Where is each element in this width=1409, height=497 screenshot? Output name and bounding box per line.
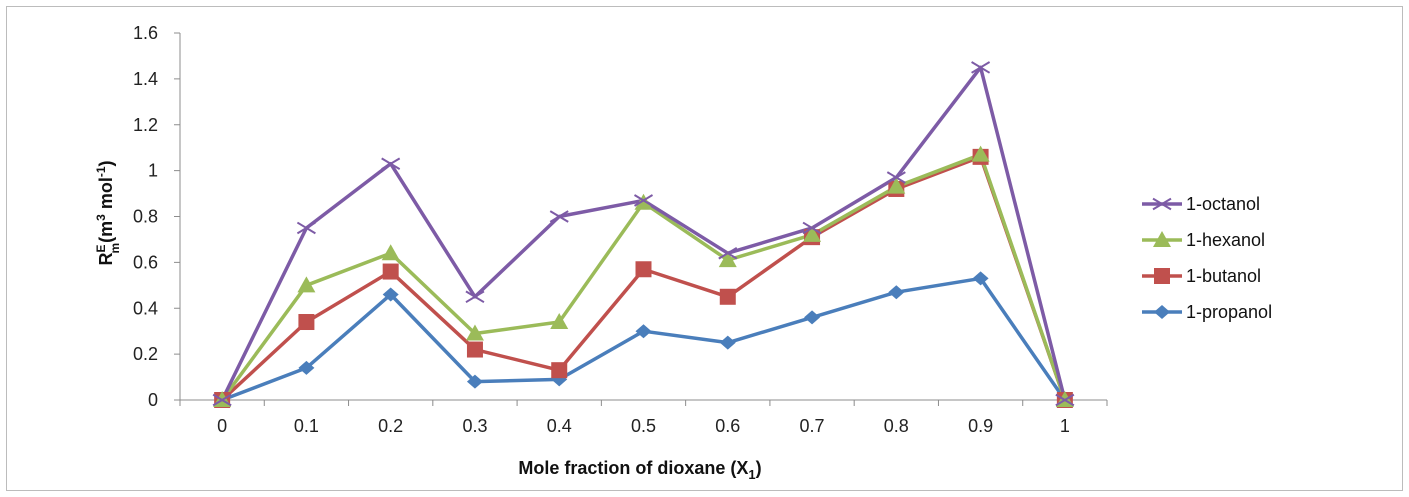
data-point-1-hexanol — [297, 276, 316, 293]
y-tick-label: 0.2 — [133, 344, 158, 364]
data-point-1-hexanol — [381, 244, 400, 261]
y-tick-label: 1.2 — [133, 115, 158, 135]
data-point-1-octanol — [1055, 393, 1075, 407]
data-point-1-propanol — [888, 285, 905, 300]
data-point-1-octanol — [886, 171, 906, 184]
data-point-1-propanol — [466, 374, 483, 389]
x-tick-label: 1 — [1060, 416, 1070, 436]
x-tick-label: 0.3 — [462, 416, 487, 436]
data-point-1-octanol — [549, 210, 569, 223]
data-point-1-butanol — [719, 288, 736, 305]
data-point-1-octanol — [718, 246, 738, 260]
y-axis-title-sup2: 3 — [94, 214, 108, 221]
y-tick-label: 1 — [148, 161, 158, 181]
y-tick-label: 1.6 — [133, 23, 158, 43]
x-tick-label: 0 — [217, 416, 227, 436]
y-axis-title-sup: E — [94, 245, 108, 253]
data-point-1-propanol — [972, 271, 989, 286]
series-line-1-hexanol — [220, 152, 1067, 402]
x-axis-title-end: ) — [756, 458, 762, 478]
x-axis-title: Mole fraction of dioxane (X1) — [518, 458, 761, 482]
x-tick-label: 0.1 — [294, 416, 319, 436]
legend-marker — [1154, 268, 1170, 284]
data-point-1-butanol — [298, 314, 315, 331]
series-line-1-butanol — [220, 155, 1067, 402]
y-tick-label: 0.4 — [133, 298, 158, 318]
data-point-1-hexanol — [718, 251, 737, 268]
legend-item: 1-propanol — [1142, 302, 1272, 322]
y-tick-label: 0 — [148, 390, 158, 410]
data-point-1-octanol — [381, 157, 401, 171]
legend-marker — [1153, 231, 1171, 247]
data-point-1-butanol — [551, 362, 568, 379]
y-axis-title-sub: m — [108, 243, 122, 254]
series-line-1-octanol — [220, 65, 1067, 401]
legend-label: 1-octanol — [1186, 194, 1260, 214]
legend-label: 1-butanol — [1186, 266, 1261, 286]
series-group — [212, 61, 1075, 408]
data-point-1-propanol — [804, 310, 821, 325]
x-axis-title-main: Mole fraction of dioxane (X — [518, 458, 748, 478]
data-point-1-octanol — [802, 221, 822, 235]
x-tick-label: 0.2 — [378, 416, 403, 436]
legend: 1-octanol 1-hexanol 1-butanol 1-propanol — [1142, 194, 1272, 322]
x-tick-label: 0.5 — [631, 416, 656, 436]
x-axis-ticks: 0 0.1 0.2 0.3 0.4 0.5 0.6 0.7 0.8 0.9 1 — [179, 400, 1108, 436]
data-point-1-propanol — [635, 324, 652, 339]
legend-item: 1-butanol — [1142, 266, 1261, 286]
y-tick-label: 0.6 — [133, 252, 158, 272]
legend-item: 1-octanol — [1142, 194, 1260, 214]
y-axis-title-mid2: mol — [96, 177, 116, 214]
data-point-1-octanol — [465, 290, 485, 304]
y-axis-title-end: ) — [96, 160, 116, 166]
y-axis-title: REm(m3 mol-1) — [94, 160, 122, 265]
data-point-1-hexanol — [887, 177, 906, 194]
data-point-1-octanol — [296, 221, 316, 235]
y-axis-title-sup3: -1 — [94, 166, 108, 177]
data-point-1-propanol — [382, 287, 399, 302]
x-tick-label: 0.7 — [800, 416, 825, 436]
y-tick-label: 0.8 — [133, 207, 158, 227]
data-point-1-hexanol — [803, 225, 822, 242]
y-axis-ticks: 0 0.2 0.4 0.6 0.8 1 1.2 1.4 1.6 — [133, 23, 180, 410]
data-point-1-hexanol — [971, 145, 990, 162]
data-point-1-butanol — [466, 341, 483, 358]
x-tick-label: 0.9 — [968, 416, 993, 436]
x-tick-label: 0.4 — [547, 416, 572, 436]
data-point-1-octanol — [971, 61, 991, 74]
data-point-1-hexanol — [550, 313, 569, 330]
legend-label: 1-hexanol — [1186, 230, 1265, 250]
x-tick-label: 0.8 — [884, 416, 909, 436]
legend-item: 1-hexanol — [1142, 230, 1265, 250]
data-point-1-hexanol — [465, 324, 484, 341]
data-point-1-octanol — [633, 194, 654, 207]
data-point-1-hexanol — [634, 193, 653, 210]
data-point-1-butanol — [382, 263, 399, 280]
legend-marker — [1154, 305, 1170, 319]
data-point-1-octanol — [212, 393, 232, 407]
chart-frame — [6, 6, 1403, 491]
y-tick-label: 1.4 — [133, 69, 158, 89]
x-axis-title-sub: 1 — [748, 467, 755, 482]
legend-label: 1-propanol — [1186, 302, 1272, 322]
legend-marker — [1152, 197, 1172, 211]
data-point-1-propanol — [719, 335, 736, 350]
y-axis-title-mid: (m — [96, 221, 116, 243]
data-point-1-propanol — [298, 360, 315, 375]
data-point-1-butanol — [635, 261, 652, 278]
y-axis-title-base: R — [96, 253, 116, 266]
x-tick-label: 0.6 — [715, 416, 740, 436]
